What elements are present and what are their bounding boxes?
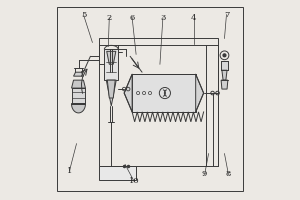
Polygon shape (220, 61, 229, 70)
Text: 4: 4 (191, 14, 197, 22)
Text: 8: 8 (226, 170, 231, 178)
Polygon shape (106, 80, 116, 106)
Polygon shape (74, 72, 83, 76)
Text: 10: 10 (129, 177, 140, 185)
Text: 2: 2 (107, 14, 112, 22)
Polygon shape (222, 70, 227, 80)
Polygon shape (104, 49, 118, 80)
Circle shape (223, 54, 226, 57)
Text: 5: 5 (81, 11, 86, 19)
Text: 3: 3 (160, 14, 166, 22)
Polygon shape (71, 80, 85, 88)
Polygon shape (71, 104, 85, 113)
Text: 1: 1 (67, 167, 72, 175)
Text: 6: 6 (130, 14, 135, 22)
Bar (99, 166, 136, 180)
Text: 9: 9 (202, 170, 207, 178)
Polygon shape (107, 51, 116, 64)
Bar (99, 38, 218, 166)
Polygon shape (107, 80, 115, 98)
Polygon shape (71, 88, 85, 104)
Polygon shape (132, 74, 196, 112)
Polygon shape (221, 80, 228, 89)
Text: 7: 7 (224, 11, 229, 19)
Polygon shape (124, 74, 132, 112)
Polygon shape (196, 74, 204, 112)
